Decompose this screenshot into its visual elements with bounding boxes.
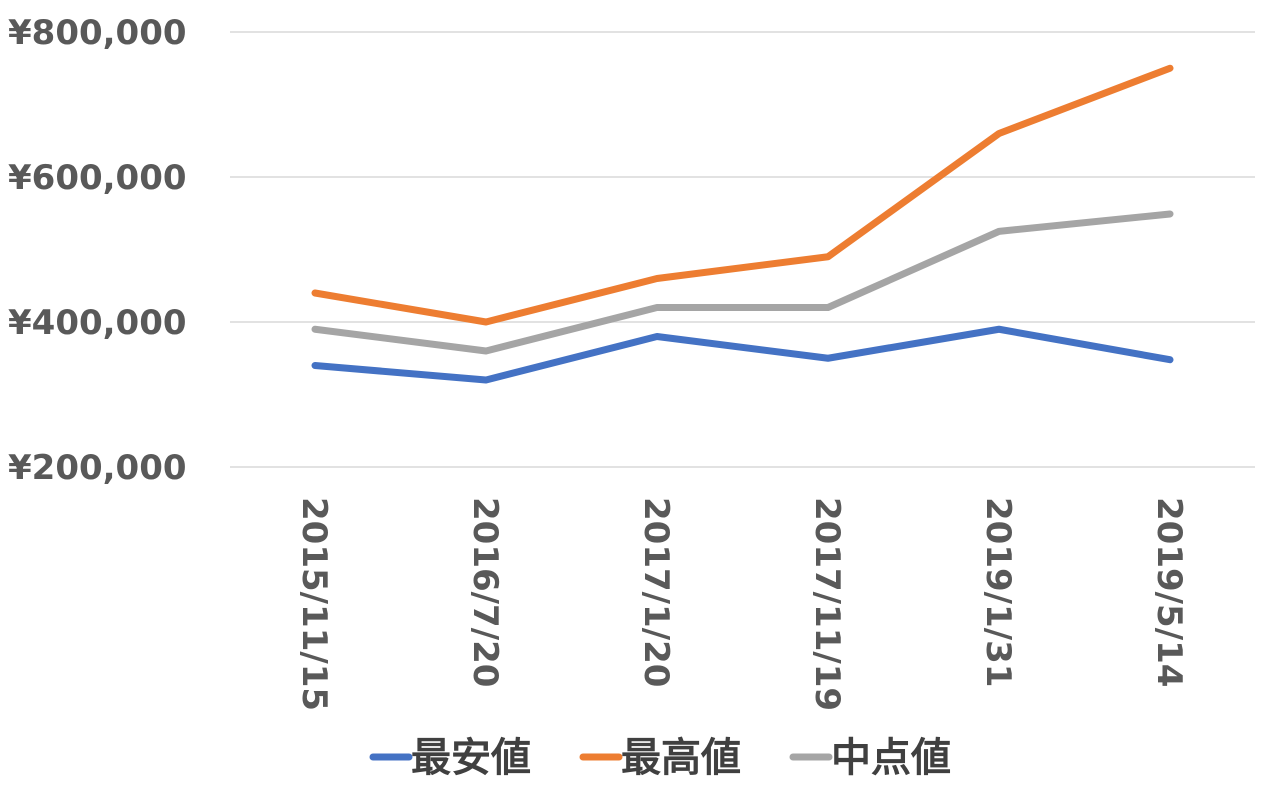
x-tick-label: 2016/7/20 bbox=[465, 497, 505, 687]
legend-label: 中点値 bbox=[831, 735, 951, 781]
y-tick-label: ¥600,000 bbox=[8, 158, 187, 198]
legend-label: 最高値 bbox=[621, 735, 741, 781]
x-tick-label: 2017/1/20 bbox=[636, 497, 676, 687]
legend-label: 最安値 bbox=[411, 735, 531, 781]
y-axis: ¥200,000 ¥400,000 ¥600,000 ¥800,000 bbox=[8, 13, 187, 488]
legend: 最安値 最高値 中点値 bbox=[369, 735, 951, 781]
y-tick-label: ¥200,000 bbox=[8, 448, 187, 488]
plot-area bbox=[311, 64, 1174, 384]
x-tick-label: 2017/11/19 bbox=[807, 497, 847, 711]
series-line-0 bbox=[311, 325, 1174, 384]
gridlines bbox=[230, 31, 1255, 468]
y-tick-label: ¥800,000 bbox=[8, 13, 187, 53]
x-tick-label: 2019/1/31 bbox=[978, 497, 1018, 687]
x-tick-label: 2019/5/14 bbox=[1149, 497, 1189, 687]
x-axis: 2015/11/15 2016/7/20 2017/1/20 2017/11/19 20… bbox=[294, 497, 1189, 711]
y-tick-label: ¥400,000 bbox=[8, 303, 187, 343]
series-line-2 bbox=[311, 210, 1174, 355]
series-line-1 bbox=[311, 64, 1174, 326]
x-tick-label: 2015/11/15 bbox=[294, 497, 334, 711]
